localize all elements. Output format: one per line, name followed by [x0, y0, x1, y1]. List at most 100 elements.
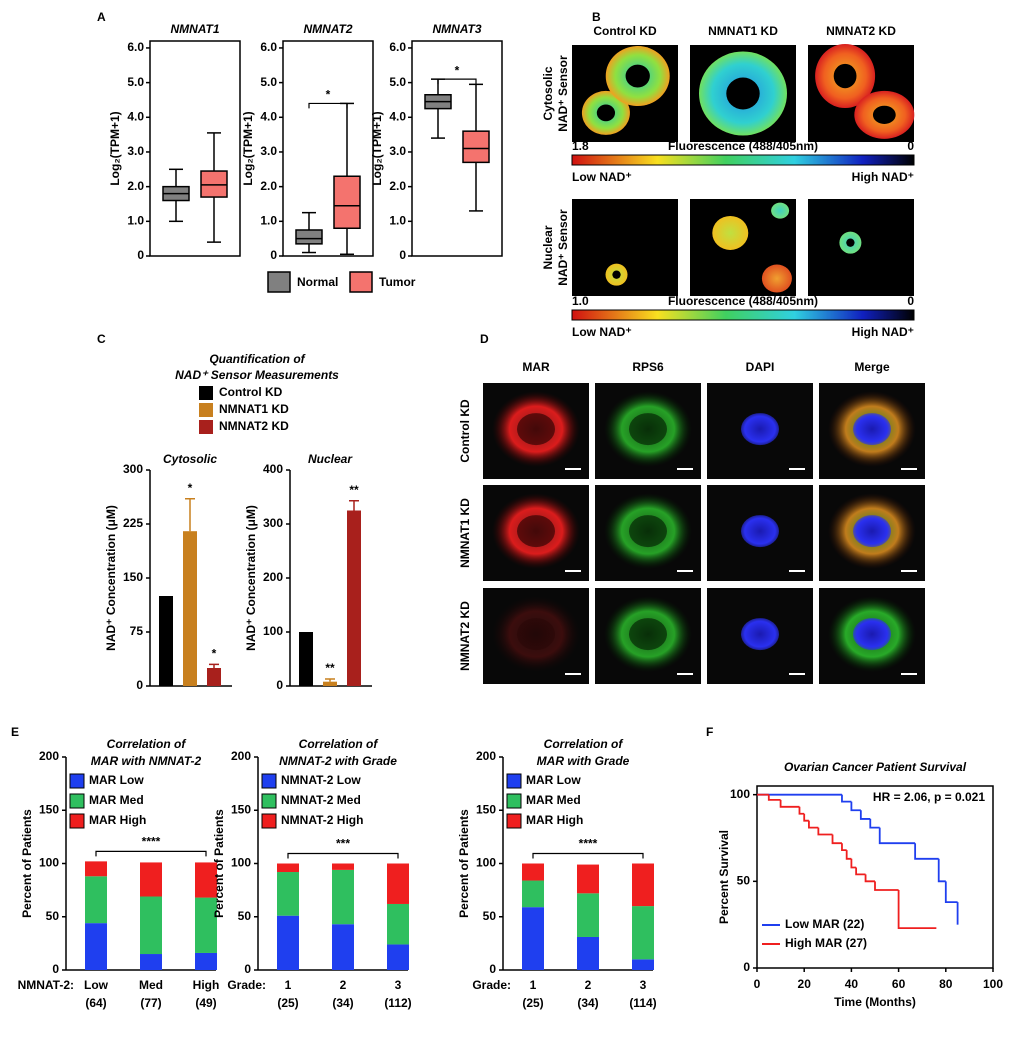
bar-segment — [277, 872, 299, 916]
cell-nucleus — [612, 270, 621, 279]
cell-nucleus — [629, 618, 667, 651]
panel-title: Cytosolic — [163, 452, 217, 466]
row-label: Cytosolic — [541, 66, 555, 120]
legend-label: MAR Low — [526, 773, 581, 787]
box — [295, 229, 323, 245]
bar-segment — [332, 924, 354, 970]
bar-segment — [577, 893, 599, 937]
chart-title: Correlation of — [107, 737, 187, 751]
legend-label: MAR High — [526, 813, 583, 827]
survival-step — [803, 813, 809, 822]
count-label: (34) — [332, 996, 353, 1010]
bar-segment — [195, 897, 217, 953]
y-tick-label: 1.0 — [260, 213, 277, 227]
significance-bracket — [437, 78, 477, 85]
y-tick-label: 2.0 — [389, 179, 406, 193]
x-tick-label: High — [193, 978, 220, 992]
bar-segment — [277, 863, 299, 873]
y-tick-label: 100 — [263, 624, 283, 638]
bar-segment — [577, 864, 599, 894]
row-label: Control KD — [458, 399, 472, 463]
y-tick-label: 300 — [263, 516, 283, 530]
y-axis-label: NAD⁺ Concentration (μM) — [104, 505, 118, 651]
count-label: (64) — [85, 996, 106, 1010]
bar-annotation: * — [212, 647, 217, 661]
significance-label: * — [455, 63, 460, 77]
bar — [323, 681, 337, 686]
panel-label: E — [11, 725, 19, 739]
y-tick-label: 0 — [52, 962, 59, 976]
colorbar-high-label: High NAD⁺ — [852, 170, 914, 184]
legend-label: MAR Low — [89, 773, 144, 787]
y-tick-label: 50 — [483, 909, 497, 923]
y-tick-label: 300 — [123, 462, 143, 476]
cell-nucleus — [846, 238, 855, 247]
row-label: NMNAT2 KD — [458, 601, 472, 671]
bar — [183, 531, 197, 686]
cell-nucleus — [872, 105, 896, 124]
y-tick-label: 4.0 — [127, 109, 144, 123]
bar-segment — [387, 944, 409, 970]
legend-swatch — [261, 793, 277, 809]
bar-segment — [277, 915, 299, 970]
chart-title: MAR with NMNAT-2 — [91, 754, 202, 768]
bar-segment — [195, 862, 217, 898]
bar-segment — [632, 863, 654, 907]
legend-swatch — [199, 420, 213, 434]
bar — [159, 596, 173, 686]
colorbar-low-label: Low NAD⁺ — [572, 170, 632, 184]
count-label: (49) — [195, 996, 216, 1010]
cell — [771, 202, 790, 219]
cell-nucleus — [833, 63, 857, 89]
y-tick-label: 5.0 — [389, 75, 406, 89]
y-tick-label: 6.0 — [260, 40, 277, 54]
y-tick-label: 1.0 — [389, 213, 406, 227]
y-tick-label: 200 — [39, 749, 59, 763]
error-bar — [209, 663, 219, 668]
y-tick-label: 150 — [123, 570, 143, 584]
bar-annotation: * — [188, 481, 193, 495]
bar-segment — [332, 869, 354, 925]
x-tick-label: 100 — [983, 977, 1003, 991]
y-axis-label: Percent of Patients — [457, 809, 471, 918]
significance-label: **** — [142, 835, 161, 849]
scale-title: Fluorescence (488/405nm) — [668, 294, 818, 308]
y-tick-label: 0 — [244, 962, 251, 976]
y-axis-label: Log₂(TPM+1) — [370, 111, 384, 185]
y-axis-label: Percent of Patients — [212, 809, 226, 918]
legend-label: NMNAT-2 Low — [281, 773, 361, 787]
x-tick-label: 1 — [530, 978, 537, 992]
nucleus — [741, 618, 779, 651]
count-label: (34) — [577, 996, 598, 1010]
y-tick-label: 50 — [238, 909, 252, 923]
plot-frame — [756, 785, 994, 969]
sensor-image — [808, 199, 914, 296]
row-label: Nuclear — [541, 225, 555, 269]
y-tick-label: 50 — [46, 909, 60, 923]
x-tick-label: 40 — [845, 977, 859, 991]
scale-max: 1.8 — [572, 139, 589, 153]
y-tick-label: 5.0 — [260, 75, 277, 89]
panel-title: Nuclear — [308, 452, 353, 466]
annotation: HR = 2.06, p = 0.021 — [873, 790, 985, 804]
survival-step — [864, 874, 875, 883]
legend-label: NMNAT-2 Med — [281, 793, 361, 807]
y-tick-label: 0 — [137, 248, 144, 262]
panel-title: NMNAT1 — [170, 22, 219, 36]
plot-frame — [411, 40, 503, 257]
survival-step — [808, 820, 819, 829]
plot-frame — [282, 40, 374, 257]
cell — [712, 215, 749, 250]
error-bar — [349, 500, 359, 511]
chart-title: NAD⁺ Sensor Measurements — [175, 368, 339, 382]
bar-segment — [332, 863, 354, 870]
scale-min: 0 — [907, 139, 914, 153]
legend-swatch — [261, 773, 277, 789]
x-tick-label: 0 — [754, 977, 761, 991]
x-tick-label: Med — [139, 978, 163, 992]
error-bar — [325, 678, 335, 682]
error-bar — [185, 498, 195, 532]
significance-label: * — [326, 88, 331, 102]
row-label: NAD⁺ Sensor — [556, 209, 570, 286]
y-tick-label: 0 — [399, 248, 406, 262]
